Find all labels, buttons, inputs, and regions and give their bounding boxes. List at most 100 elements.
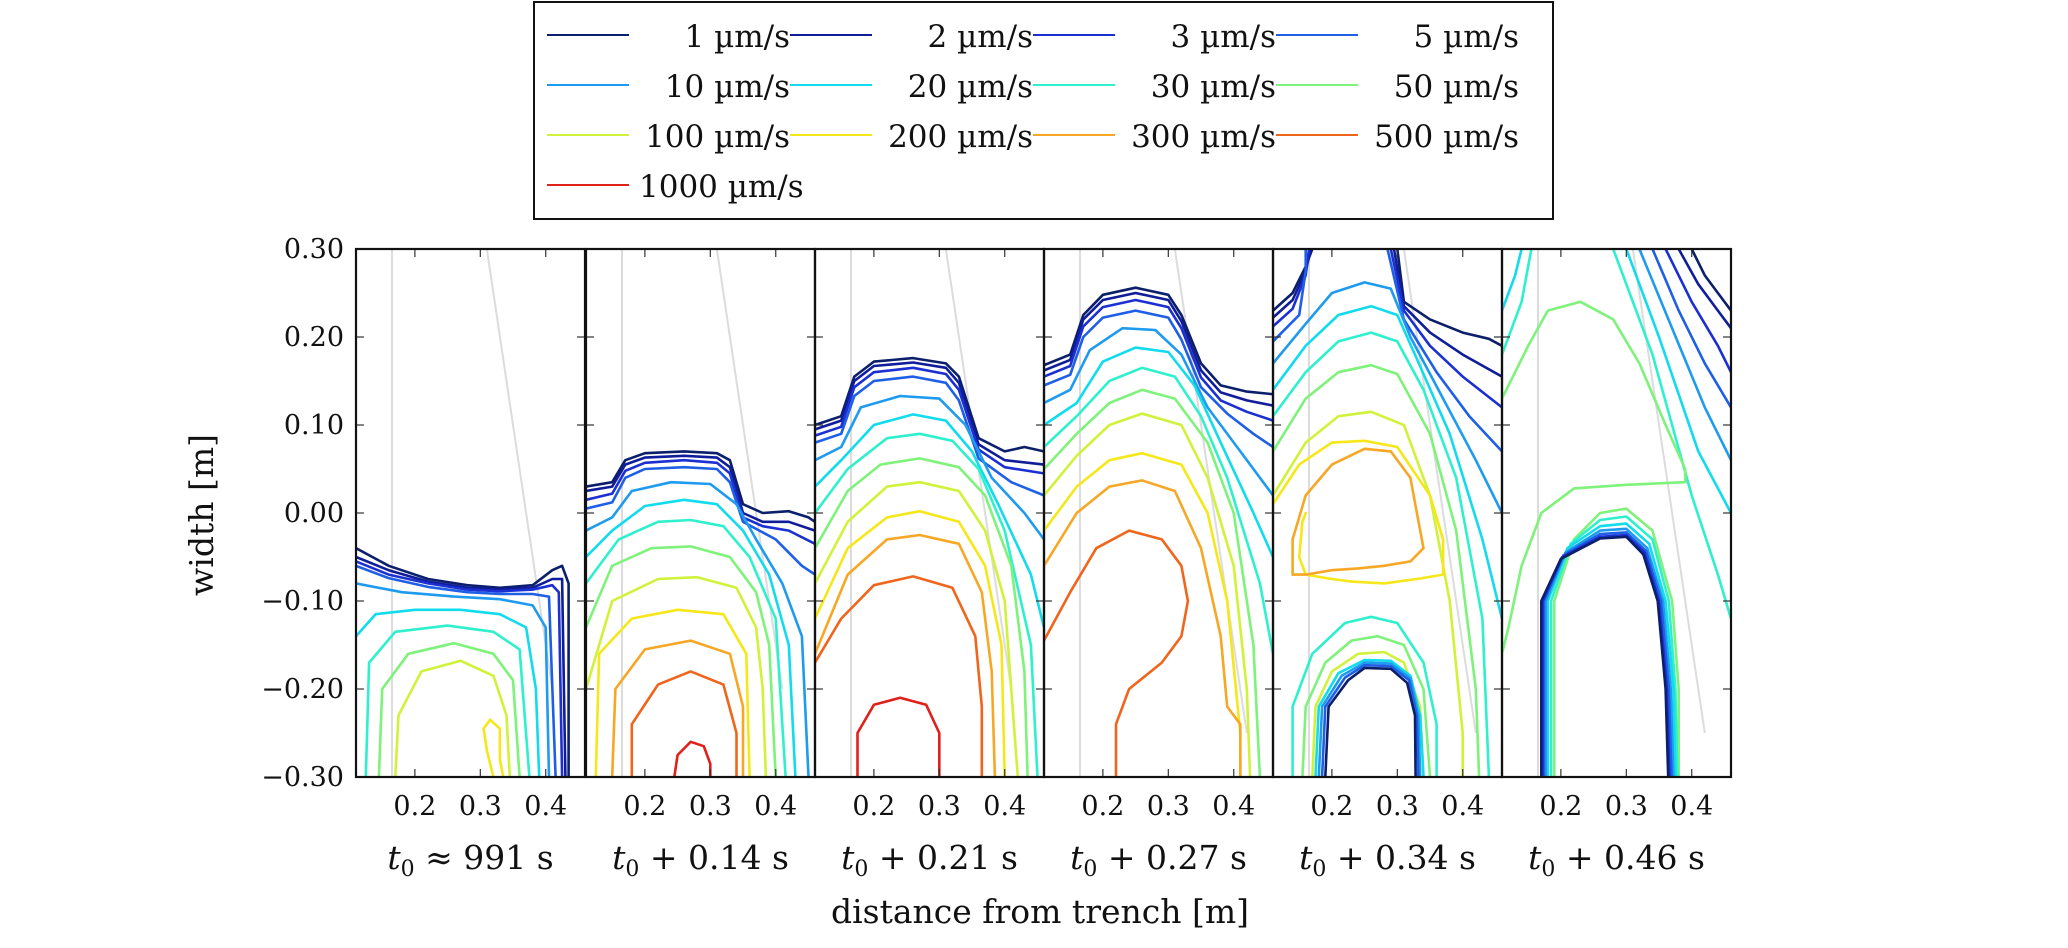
legend-entry: 3 µm/s — [1033, 17, 1276, 57]
contour-line — [1502, 300, 1687, 656]
y-tick-label: −0.30 — [261, 762, 344, 793]
legend-entry: 2 µm/s — [790, 17, 1033, 57]
contour-line — [815, 366, 1044, 475]
x-tick-label: 0.2 — [1081, 791, 1124, 822]
contour-line — [1549, 515, 1679, 777]
contour-panel: 0.2 0.3 0.4 t0 + 0.34 s — [1271, 247, 1504, 882]
legend-label: 300 µm/s — [1131, 119, 1276, 155]
guide-line — [715, 249, 784, 690]
x-tick-label: 0.4 — [983, 791, 1026, 822]
y-tick-label: 0.10 — [284, 410, 344, 441]
y-tick-label: 0.20 — [284, 322, 344, 353]
contour-line — [356, 555, 567, 777]
contour-line — [815, 509, 1006, 777]
guide-line — [485, 249, 554, 690]
x-tick-label: 0.2 — [623, 791, 666, 822]
contour-line — [356, 546, 570, 777]
caption-main: t — [1070, 838, 1084, 877]
contour-line — [1044, 346, 1273, 559]
legend-entry: 20 µm/s — [790, 67, 1033, 107]
legend-entry: 5 µm/s — [1276, 17, 1519, 57]
contour-panel: 0.2 0.3 0.4 t0 + 0.27 s — [1042, 247, 1275, 882]
contour-line — [1651, 249, 1731, 409]
caption-subscript: 0 — [1312, 857, 1326, 882]
contour-line — [1553, 507, 1680, 777]
contour-line — [1392, 249, 1502, 378]
guide-line — [1402, 249, 1477, 734]
contour-line — [364, 624, 531, 777]
caption-subscript: 0 — [854, 857, 868, 882]
contour-line — [1317, 661, 1422, 777]
x-tick-label: 0.3 — [918, 791, 961, 822]
contour-line — [815, 394, 1044, 541]
guide-line — [1631, 249, 1706, 734]
contour-line — [630, 670, 738, 777]
contour-line — [356, 582, 551, 777]
caption-subscript: 0 — [401, 857, 415, 882]
y-tick-label: −0.20 — [261, 674, 344, 705]
y-tick-label: 0.30 — [284, 234, 344, 265]
x-tick-label: 0.4 — [754, 791, 797, 822]
contour-line — [1044, 412, 1252, 777]
x-tick-label: 0.3 — [1147, 791, 1190, 822]
contour-line — [1044, 388, 1262, 777]
legend-swatch — [790, 84, 872, 86]
contour-line — [1677, 249, 1731, 330]
contour-line — [815, 356, 1044, 453]
caption-rest: + 0.21 s — [868, 838, 1018, 877]
x-tick-label: 0.4 — [1212, 791, 1255, 822]
contour-line — [1273, 304, 1502, 620]
panel-frame — [1271, 247, 1504, 779]
legend-label: 30 µm/s — [1150, 69, 1276, 105]
legend-label: 50 µm/s — [1393, 69, 1519, 105]
contour-line — [1502, 249, 1523, 312]
contour-line — [815, 575, 984, 777]
panel-caption: t0 + 0.27 s — [1070, 838, 1247, 882]
legend-entry: 1 µm/s — [547, 17, 790, 57]
contour-line — [1314, 658, 1425, 777]
contour-line — [586, 454, 815, 532]
legend-swatch — [547, 184, 629, 186]
contour-line — [1544, 527, 1675, 777]
contour-line — [1044, 529, 1190, 777]
legend-swatch — [1033, 84, 1115, 86]
legend-entry: 50 µm/s — [1276, 67, 1519, 107]
x-tick-label: 0.3 — [689, 791, 732, 822]
legend-entry: 1000 µm/s — [547, 167, 804, 207]
panel-caption: t0 + 0.14 s — [612, 838, 789, 882]
contour-line — [586, 450, 815, 524]
contour-line — [1396, 249, 1502, 348]
legend-label: 5 µm/s — [1413, 19, 1519, 55]
x-tick-label: 0.3 — [459, 791, 502, 822]
panel-caption: t0 + 0.21 s — [841, 838, 1018, 882]
legend-swatch — [547, 84, 629, 86]
caption-main: t — [612, 838, 626, 877]
caption-rest: + 0.27 s — [1097, 838, 1247, 877]
legend: 1 µm/s 2 µm/s 3 µm/s 5 µm/s 10 µm/s 20 µm/s 30… — [533, 1, 1554, 220]
contour-line — [815, 432, 1039, 777]
panel-caption: t0 ≈ 991 s — [387, 838, 553, 882]
contour-line — [586, 465, 815, 576]
x-tick-label: 0.2 — [1539, 791, 1582, 822]
contour-line — [1690, 249, 1731, 312]
legend-swatch — [1276, 134, 1358, 136]
contour-panel: 0.2 0.3 0.4 t0 ≈ 991 s — [354, 247, 587, 882]
panel-frame — [1500, 247, 1733, 779]
legend-entry: 30 µm/s — [1033, 67, 1276, 107]
contour-line — [1273, 249, 1307, 343]
contour-line — [1273, 249, 1311, 328]
y-tick-label: −0.10 — [261, 586, 344, 617]
x-tick-label: 0.4 — [1441, 791, 1484, 822]
x-tick-label: 0.3 — [1605, 791, 1648, 822]
legend-label: 10 µm/s — [664, 69, 790, 105]
contour-line — [356, 608, 541, 777]
caption-main: t — [387, 838, 401, 877]
legend-entry: 100 µm/s — [547, 117, 790, 157]
contour-line — [586, 458, 815, 546]
x-tick-label: 0.2 — [1310, 791, 1353, 822]
contour-line — [1044, 291, 1273, 407]
contour-line — [610, 639, 745, 777]
contour-line — [1273, 331, 1491, 777]
contour-line — [1044, 451, 1242, 777]
